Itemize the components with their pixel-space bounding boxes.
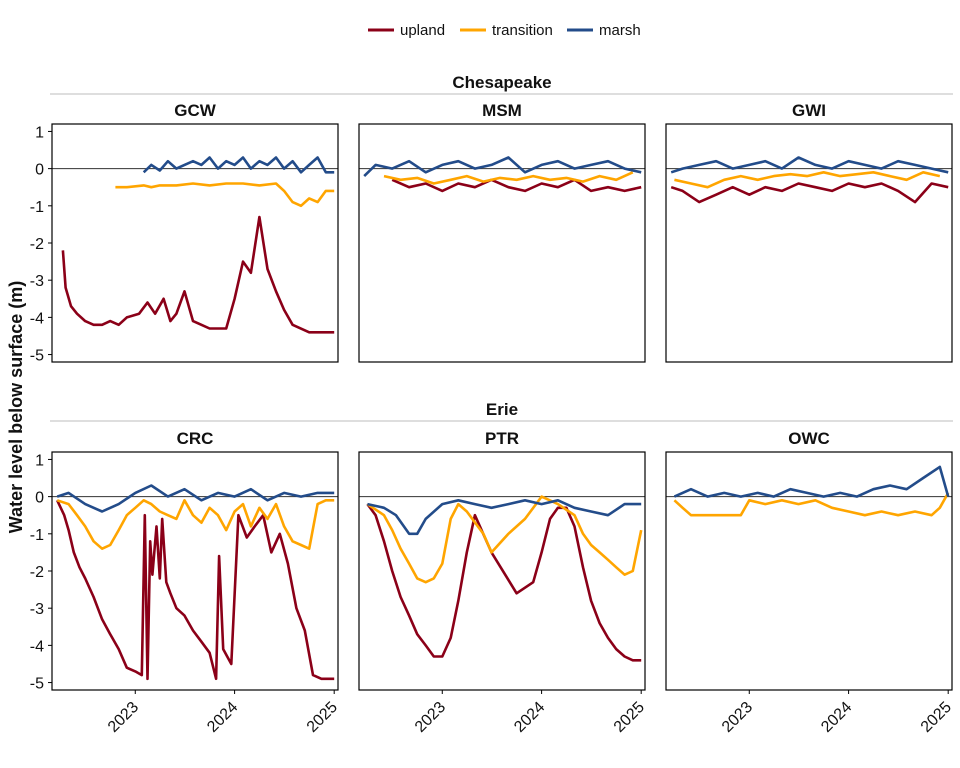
legend: upland transition marsh <box>368 22 641 39</box>
x-tick-label: 2024 <box>511 699 548 736</box>
y-tick-label: 0 <box>35 162 44 179</box>
group-title: Chesapeake <box>452 73 551 92</box>
group-erie: Erie CRC 1 0 -1 -2 -3 -4 -5 2023 2024 2025 PTR 2023 20… <box>30 400 955 736</box>
x-tick-label: 2023 <box>412 699 449 736</box>
series-line-marsh <box>142 156 335 174</box>
series-line-marsh <box>363 156 642 178</box>
x-tick-label: 2024 <box>204 699 241 736</box>
panel-frame <box>358 451 646 691</box>
panel-title: OWC <box>788 429 830 448</box>
y-tick-label: -5 <box>30 348 44 365</box>
series-layer <box>670 156 949 204</box>
series-line-upland <box>670 182 949 204</box>
chart-groups: Chesapeake GCW 1 0 -1 -2 -3 -4 -5 MSM GWI Erie CRC 1 0… <box>30 73 955 736</box>
series-line-upland <box>61 215 335 334</box>
x-tick-label: 2025 <box>918 699 955 736</box>
series-layer <box>363 156 642 193</box>
series-line-upland <box>366 503 642 662</box>
series-layer <box>56 484 335 681</box>
panel-frame <box>665 123 953 363</box>
y-tick-label: -3 <box>30 601 44 618</box>
panel-title: MSM <box>482 101 522 120</box>
series-line-transition <box>673 492 950 517</box>
series-line-transition <box>366 495 643 584</box>
x-tick-label: 2023 <box>105 699 142 736</box>
x-tick-label: 2025 <box>304 699 341 736</box>
panel-frame <box>665 451 953 691</box>
x-tick-label: 2023 <box>719 699 756 736</box>
series-line-marsh <box>367 499 642 536</box>
group-title: Erie <box>486 400 518 419</box>
y-tick-label: -3 <box>30 273 44 290</box>
panel-frame <box>358 123 646 363</box>
panel-crc: CRC 1 0 -1 -2 -3 -4 -5 2023 2024 2025 <box>30 429 341 736</box>
y-tick-label: 0 <box>35 490 44 507</box>
series-line-upland <box>56 499 335 681</box>
y-tick-label: -1 <box>30 527 44 544</box>
panel-owc: OWC 2023 2024 2025 <box>665 429 955 736</box>
group-chesapeake: Chesapeake GCW 1 0 -1 -2 -3 -4 -5 MSM GWI <box>30 73 953 365</box>
x-tick-label: 2024 <box>818 699 855 736</box>
panel-frame <box>51 451 339 691</box>
series-line-marsh <box>673 465 950 498</box>
y-tick-label: -5 <box>30 676 44 693</box>
y-tick-label: 1 <box>35 452 44 469</box>
y-tick-label: -2 <box>30 236 44 253</box>
y-tick-label: -4 <box>30 638 44 655</box>
panel-ptr: PTR 2023 2024 2025 <box>358 429 648 736</box>
panel-msm: MSM <box>358 101 646 363</box>
y-tick-label: -4 <box>30 310 44 327</box>
legend-label-transition: transition <box>492 22 553 39</box>
legend-label-marsh: marsh <box>599 22 641 39</box>
panel-title: CRC <box>177 429 214 448</box>
series-layer <box>61 156 335 334</box>
y-tick-label: -2 <box>30 564 44 581</box>
series-line-transition <box>383 171 634 185</box>
series-layer <box>366 495 643 662</box>
y-tick-label: -1 <box>30 199 44 216</box>
series-line-upland <box>391 178 642 193</box>
series-line-transition <box>674 171 941 189</box>
y-tick-label: 1 <box>35 124 44 141</box>
series-line-marsh <box>56 484 335 513</box>
x-tick-label: 2025 <box>611 699 648 736</box>
series-line-transition <box>56 499 335 550</box>
legend-label-upland: upland <box>400 22 445 39</box>
series-line-marsh <box>670 156 949 174</box>
series-line-transition <box>115 182 335 208</box>
series-layer <box>673 465 950 517</box>
panel-title: GWI <box>792 101 826 120</box>
y-axis-title: Water level below surface (m) <box>6 281 26 533</box>
panel-title: PTR <box>485 429 519 448</box>
panel-title: GCW <box>174 101 217 120</box>
panel-gcw: GCW 1 0 -1 -2 -3 -4 -5 <box>30 101 339 365</box>
panel-gwi: GWI <box>665 101 953 363</box>
